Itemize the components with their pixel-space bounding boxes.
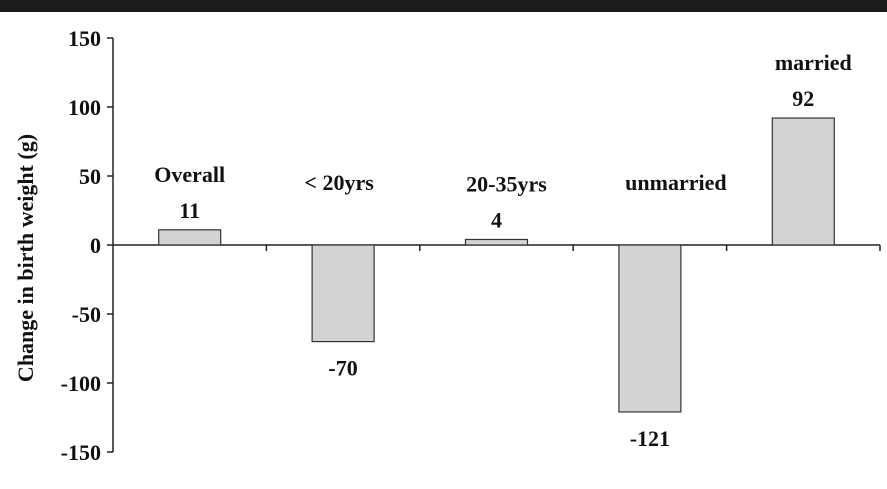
bar <box>158 229 222 246</box>
category-label: Overall <box>154 162 225 187</box>
y-axis-title: Change in birth weight (g) <box>13 134 38 382</box>
bar <box>311 244 375 343</box>
category-label: < 20yrs <box>304 170 374 195</box>
y-tick-label: 150 <box>68 26 101 51</box>
category-label: 20-35yrs <box>466 171 547 196</box>
category-label: unmarried <box>625 170 726 195</box>
y-tick-label: 100 <box>68 95 101 120</box>
bar <box>771 117 835 246</box>
y-tick-label: 50 <box>79 164 101 189</box>
value-label: -121 <box>630 426 670 451</box>
y-axis: 150 100 50 0 -50 -100 -150 <box>61 26 881 465</box>
top-border-bar <box>0 0 887 12</box>
labels: 11 Overall -70 < 20yrs 4 20-35yrs -121 unmarrie… <box>154 50 852 451</box>
bars <box>158 117 835 413</box>
value-label: -70 <box>328 356 357 381</box>
category-label: married <box>775 50 852 75</box>
value-label: 11 <box>179 198 200 223</box>
y-tick-label: -150 <box>61 440 101 465</box>
value-label: 92 <box>792 86 814 111</box>
bar <box>464 238 529 246</box>
y-tick-label: -50 <box>72 302 101 327</box>
y-tick-label: -100 <box>61 371 101 396</box>
value-label: 4 <box>491 207 502 232</box>
bar <box>618 244 682 413</box>
y-tick-label: 0 <box>90 233 101 258</box>
